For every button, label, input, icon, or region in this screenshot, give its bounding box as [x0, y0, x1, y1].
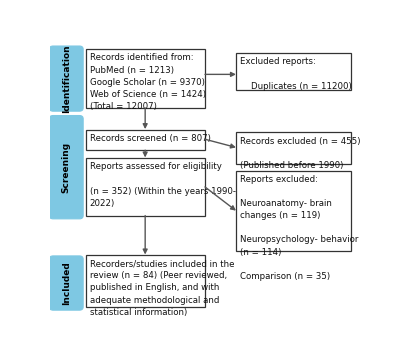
Text: Records screened (n = 807): Records screened (n = 807)	[90, 134, 210, 143]
FancyBboxPatch shape	[49, 115, 83, 219]
FancyBboxPatch shape	[49, 46, 83, 111]
Text: Reports assessed for eligibility

(n = 352) (Within the years 1990-
2022): Reports assessed for eligibility (n = 35…	[90, 162, 236, 208]
FancyBboxPatch shape	[86, 255, 205, 307]
FancyBboxPatch shape	[236, 53, 351, 90]
Text: Identification: Identification	[62, 44, 71, 113]
Text: Included: Included	[62, 261, 71, 305]
FancyBboxPatch shape	[236, 132, 351, 164]
Text: Recorders/studies included in the
review (n = 84) (Peer reviewed,
published in E: Recorders/studies included in the review…	[90, 259, 234, 317]
FancyBboxPatch shape	[49, 256, 83, 310]
Text: Records excluded (n = 455)

(Published before 1990): Records excluded (n = 455) (Published be…	[240, 137, 360, 170]
FancyBboxPatch shape	[86, 130, 205, 150]
Text: Records identified from:
PubMed (n = 1213)
Google Scholar (n = 9370)
Web of Scie: Records identified from: PubMed (n = 121…	[90, 53, 206, 111]
FancyBboxPatch shape	[86, 49, 205, 108]
FancyBboxPatch shape	[86, 158, 205, 216]
Text: Screening: Screening	[62, 142, 71, 193]
FancyBboxPatch shape	[236, 171, 351, 251]
Text: Excluded reports:

    Duplicates (n = 11200): Excluded reports: Duplicates (n = 11200)	[240, 57, 352, 91]
Text: Reports excluded:

Neuroanatomy- brain
changes (n = 119)

Neuropsychology- behav: Reports excluded: Neuroanatomy- brain ch…	[240, 175, 358, 281]
